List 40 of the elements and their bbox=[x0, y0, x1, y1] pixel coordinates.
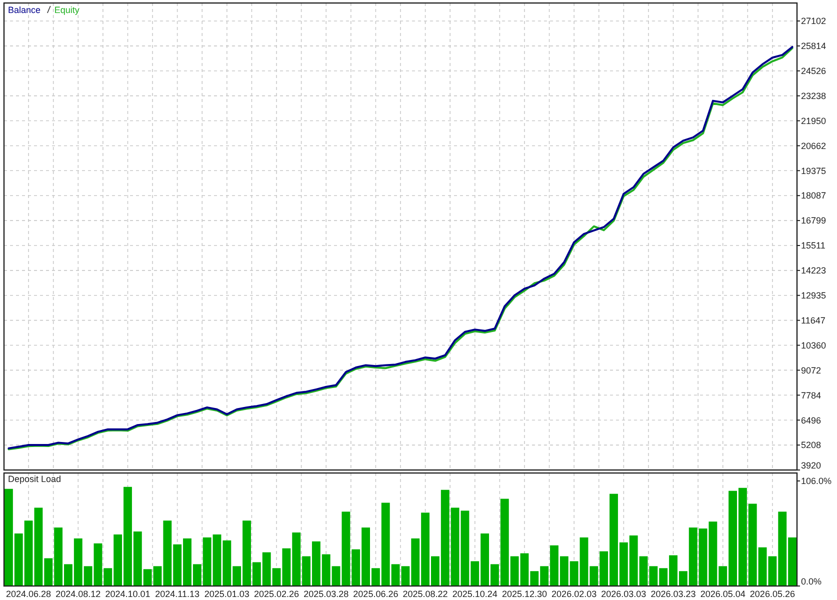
chart-title: Deposit Load bbox=[8, 474, 62, 484]
y-tick-label: 27102 bbox=[801, 16, 826, 26]
y-tick-label: 3920 bbox=[801, 460, 822, 471]
y-tick-label: 16799 bbox=[801, 216, 826, 226]
x-tick-label: 2026.02.03 bbox=[552, 589, 597, 599]
x-tick-label: 2024.11.13 bbox=[155, 589, 200, 599]
y-tick-label: 7784 bbox=[801, 390, 822, 400]
x-tick-label: 2024.08.12 bbox=[56, 589, 101, 599]
x-tick-label: 2025.12.30 bbox=[502, 589, 548, 599]
x-tick-label: 2026.05.26 bbox=[750, 589, 795, 599]
text: Balance bbox=[8, 5, 41, 15]
x-tick-label: 2025.06.26 bbox=[353, 589, 398, 599]
x-tick-label: 2025.02.26 bbox=[254, 589, 300, 599]
y-tick-label: 5208 bbox=[801, 440, 822, 450]
x-tick-label: 2026.03.03 bbox=[601, 589, 646, 599]
y-tick-label: 25814 bbox=[801, 41, 826, 52]
y-tick-label: 10360 bbox=[801, 340, 826, 350]
y-tick-label: 18087 bbox=[801, 190, 826, 201]
y-tick-label: 11647 bbox=[801, 315, 826, 326]
x-tick-label: 2025.01.03 bbox=[204, 589, 250, 599]
y-tick-label: 21950 bbox=[801, 116, 826, 126]
y-tick-label: 106.0% bbox=[801, 476, 832, 486]
y-tick-label: 24526 bbox=[801, 66, 826, 76]
y-tick-label: 20662 bbox=[801, 140, 826, 151]
y-tick-label: 0.0% bbox=[801, 576, 822, 587]
y-tick-label: 12935 bbox=[801, 290, 826, 301]
x-tick-label: 2025.08.22 bbox=[402, 589, 448, 599]
y-tick-label: 6496 bbox=[801, 415, 822, 426]
y-tick-label: 15511 bbox=[801, 240, 826, 251]
text: Equity bbox=[54, 5, 80, 15]
y-tick-label: 19375 bbox=[801, 166, 826, 176]
x-tick-label: 2025.03.28 bbox=[304, 589, 349, 599]
y-tick-label: 23238 bbox=[801, 90, 826, 101]
x-tick-label: 2026.03.23 bbox=[650, 589, 696, 599]
y-tick-label: 9072 bbox=[801, 365, 822, 376]
y-tick-label: 14223 bbox=[801, 266, 826, 276]
x-tick-label: 2024.06.28 bbox=[6, 589, 52, 599]
x-tick-label: 2025.10.24 bbox=[452, 589, 498, 599]
x-tick-label: 2024.10.01 bbox=[105, 589, 150, 599]
x-tick-label: 2026.05.04 bbox=[700, 589, 746, 599]
